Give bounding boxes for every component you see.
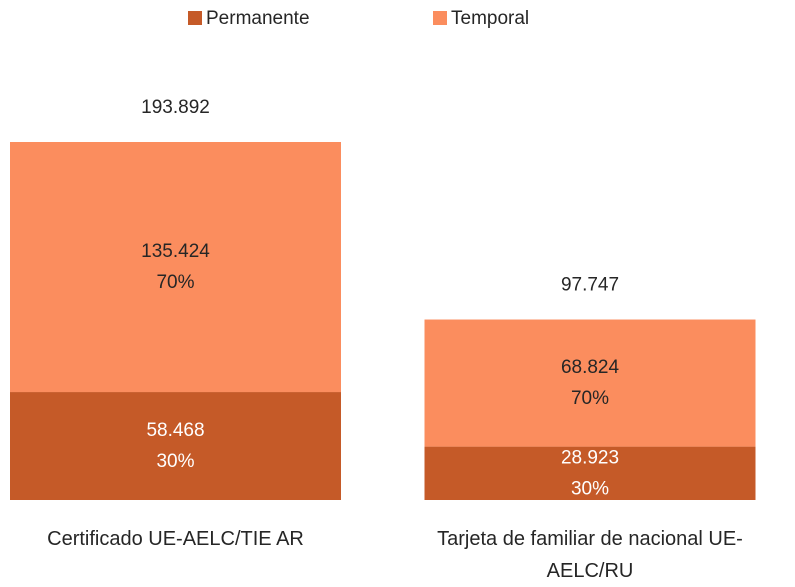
bar-segment xyxy=(424,319,756,447)
category-label: Certificado UE-AELC/TIE AR xyxy=(47,528,304,550)
value-label: 68.824 xyxy=(561,357,620,378)
bar-segment xyxy=(424,446,756,500)
share-label: 30% xyxy=(571,478,609,499)
share-label: 70% xyxy=(571,388,609,409)
bar-segment xyxy=(10,142,341,393)
legend-swatch xyxy=(188,11,202,25)
legend-label: Permanente xyxy=(206,8,310,29)
legend-swatch xyxy=(433,11,447,25)
value-label: 135.424 xyxy=(141,241,210,262)
share-label: 70% xyxy=(156,272,194,293)
category-label: Tarjeta de familiar de nacional UE-AELC/… xyxy=(437,528,743,582)
value-label: 58.468 xyxy=(146,420,204,441)
bar-segment xyxy=(10,392,341,500)
share-label: 30% xyxy=(156,451,194,472)
value-label: 28.923 xyxy=(561,447,619,468)
total-label: 193.892 xyxy=(141,97,210,118)
total-label: 97.747 xyxy=(561,275,619,296)
legend-label: Temporal xyxy=(451,8,529,29)
